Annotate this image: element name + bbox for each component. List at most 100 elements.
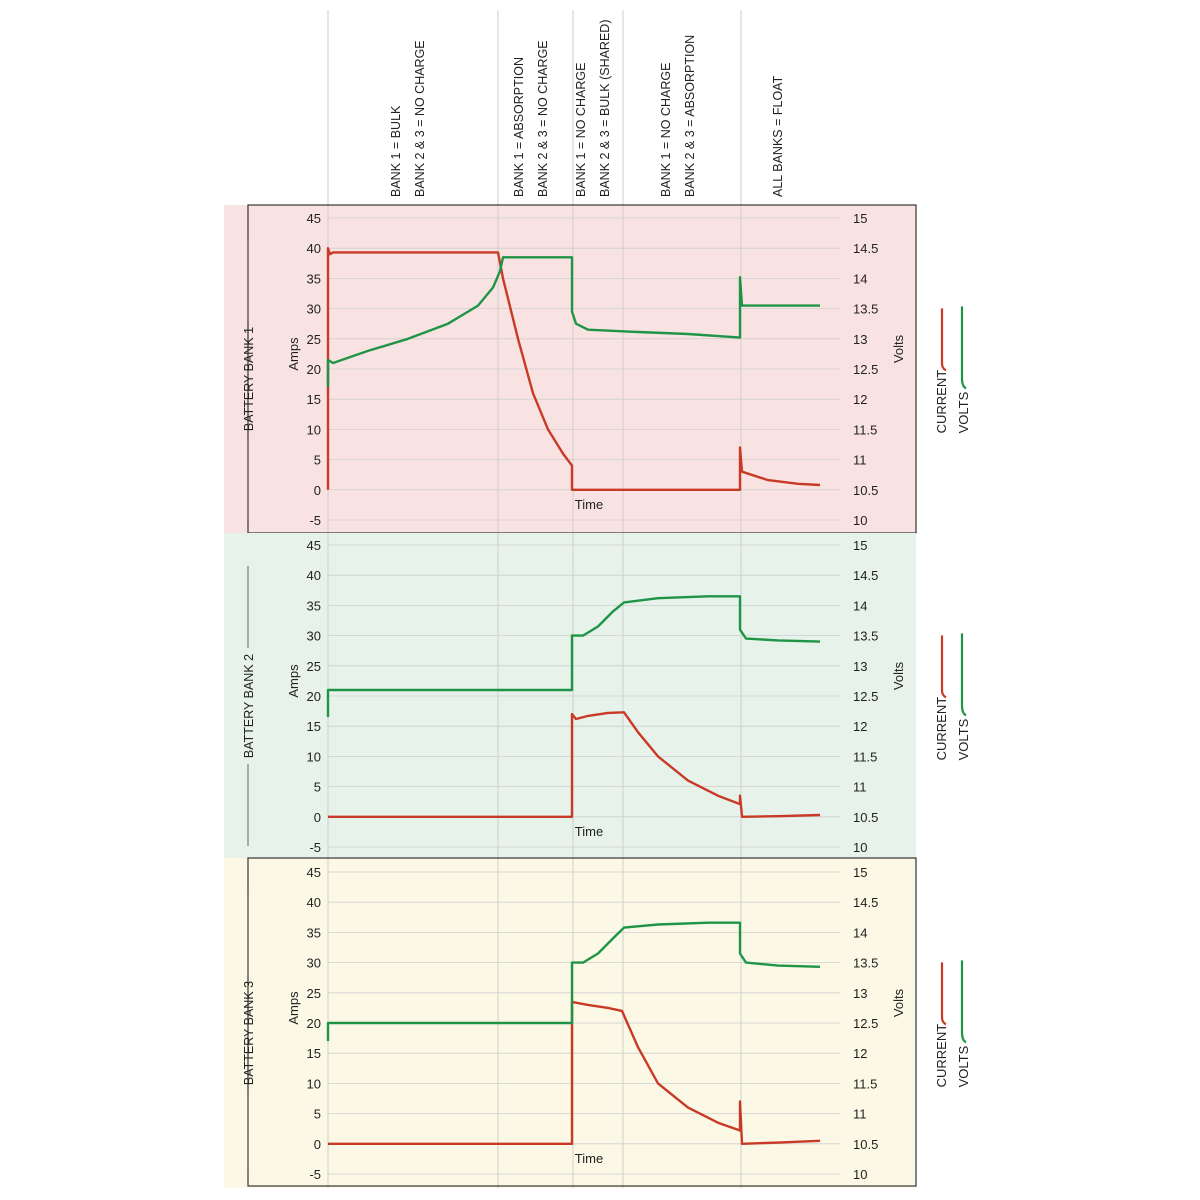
phase-label: BANK 2 & 3 = ABSORPTION	[683, 35, 697, 197]
y-tick-label-right: 10.5	[853, 810, 878, 825]
y-tick-label-right: 15	[853, 538, 867, 553]
y-tick-label-right: 13.5	[853, 302, 878, 317]
volts-line	[326, 921, 821, 1042]
y-tick-label-right: 10	[853, 1167, 867, 1182]
y-tick-label-left: 40	[307, 241, 321, 256]
y-tick-label-left: 15	[307, 1046, 321, 1061]
y-tick-label-left: 5	[314, 453, 321, 468]
phase-label: BANK 1 = NO CHARGE	[574, 63, 588, 197]
y-tick-label-left: 40	[307, 568, 321, 583]
y-tick-label-right: 15	[853, 865, 867, 880]
legend-volts-swatch	[960, 306, 967, 390]
y-tick-label-left: 0	[314, 1137, 321, 1152]
bank-title: BATTERY BANK 1	[242, 327, 256, 431]
y-tick-label-right: 13	[853, 332, 867, 347]
y-tick-label-left: 30	[307, 302, 321, 317]
y-tick-label-left: 0	[314, 483, 321, 498]
y-tick-label-left: 10	[307, 1076, 321, 1091]
y-tick-label-left: 35	[307, 271, 321, 286]
y-tick-label-left: 40	[307, 895, 321, 910]
y-tick-label-right: 12	[853, 392, 867, 407]
legend-volts-swatch	[960, 960, 967, 1044]
legend-volts-label: VOLTS	[956, 391, 971, 433]
y-tick-label-left: 5	[314, 780, 321, 795]
y-axis-label-left: Amps	[286, 991, 301, 1025]
y-tick-label-right: 11	[853, 1107, 867, 1122]
legend-current-label: CURRENT	[934, 370, 949, 434]
y-tick-label-right: 10	[853, 840, 867, 855]
volts-line	[326, 595, 821, 718]
battery-bank-2-panel: 45 40 35 30 25 20 15 10 5 0 -5 15 14.5 14 13.5 13 12.5 12…	[224, 533, 971, 858]
y-tick-label-right: 14	[853, 598, 867, 613]
y-tick-label-right: 14.5	[853, 241, 878, 256]
y-tick-label-right: 15	[853, 211, 867, 226]
y-axis-label-right: Volts	[891, 334, 906, 363]
legend-current-swatch	[940, 308, 947, 372]
current-line	[328, 711, 821, 818]
y-tick-label-left: 25	[307, 332, 321, 347]
panel-background	[224, 533, 916, 858]
current-line	[326, 247, 821, 491]
y-tick-label-left: 5	[314, 1107, 321, 1122]
y-tick-label-left: 45	[307, 211, 321, 226]
y-tick-label-right: 10.5	[853, 483, 878, 498]
y-tick-label-right: 11	[853, 780, 867, 795]
y-tick-label-left: 20	[307, 362, 321, 377]
y-tick-label-right: 13	[853, 659, 867, 674]
y-axis-label-right: Volts	[891, 661, 906, 690]
y-tick-label-right: 10.5	[853, 1137, 878, 1152]
y-axis-label-right: Volts	[891, 988, 906, 1017]
y-axis-label-left: Amps	[286, 664, 301, 698]
bank-title: BATTERY BANK 2	[242, 654, 256, 758]
y-tick-label-right: 14	[853, 925, 867, 940]
y-tick-label-left: 10	[307, 422, 321, 437]
volts-line	[326, 256, 820, 388]
y-tick-label-left: 30	[307, 629, 321, 644]
y-tick-label-right: 12.5	[853, 1016, 878, 1031]
y-tick-label-left: 35	[307, 598, 321, 613]
y-tick-label-right: 11.5	[853, 1076, 877, 1091]
phase-label: BANK 1 = NO CHARGE	[659, 63, 673, 197]
y-tick-label-right: 14	[853, 271, 867, 286]
y-tick-label-right: 12.5	[853, 689, 878, 704]
y-tick-label-right: 13.5	[853, 629, 878, 644]
legend-current-swatch	[940, 635, 947, 699]
y-tick-label-right: 14.5	[853, 568, 878, 583]
y-tick-label-left: 15	[307, 392, 321, 407]
y-tick-label-right: 11.5	[853, 422, 877, 437]
bank-title: BATTERY BANK 3	[242, 981, 256, 1085]
x-axis-label: Time	[575, 1151, 603, 1166]
y-tick-label-right: 12	[853, 1046, 867, 1061]
x-axis-label: Time	[575, 824, 603, 839]
y-tick-label-left: 20	[307, 1016, 321, 1031]
phase-label: BANK 2 & 3 = NO CHARGE	[536, 40, 550, 197]
y-tick-label-left: 20	[307, 689, 321, 704]
y-tick-label-left: 45	[307, 865, 321, 880]
y-tick-label-left: -5	[309, 1167, 321, 1182]
phase-label: BANK 1 = ABSORPTION	[512, 57, 526, 197]
y-tick-label-left: -5	[309, 513, 321, 528]
y-tick-label-right: 14.5	[853, 895, 878, 910]
y-tick-label-left: 15	[307, 719, 321, 734]
legend-current-label: CURRENT	[934, 1024, 949, 1088]
phase-label: BANK 1 = BULK	[389, 105, 403, 197]
legend-current-label: CURRENT	[934, 697, 949, 761]
battery-bank-1-panel: 45 40 35 30 25 20 15 10 5 0 -5 15 14.5 14 13.5 13 12.5 12…	[224, 204, 971, 534]
y-tick-label-left: 45	[307, 538, 321, 553]
legend-volts-label: VOLTS	[956, 718, 971, 760]
y-tick-label-right: 11	[853, 453, 867, 468]
battery-bank-3-panel: 45 40 35 30 25 20 15 10 5 0 -5 15 14.5 14 13.5 13 12.5 12…	[224, 857, 971, 1188]
y-tick-label-right: 13	[853, 986, 867, 1001]
legend-volts-label: VOLTS	[956, 1045, 971, 1087]
y-tick-label-left: 0	[314, 810, 321, 825]
y-tick-label-left: 30	[307, 956, 321, 971]
x-axis-label: Time	[575, 497, 603, 512]
y-tick-label-right: 10	[853, 513, 867, 528]
current-line	[328, 1000, 821, 1145]
phase-label: BANK 2 & 3 = BULK (SHARED)	[598, 20, 612, 198]
panel-frame	[247, 857, 917, 1187]
y-tick-label-left: 25	[307, 659, 321, 674]
y-tick-label-left: -5	[309, 840, 321, 855]
y-tick-label-right: 12	[853, 719, 867, 734]
y-tick-label-left: 35	[307, 925, 321, 940]
